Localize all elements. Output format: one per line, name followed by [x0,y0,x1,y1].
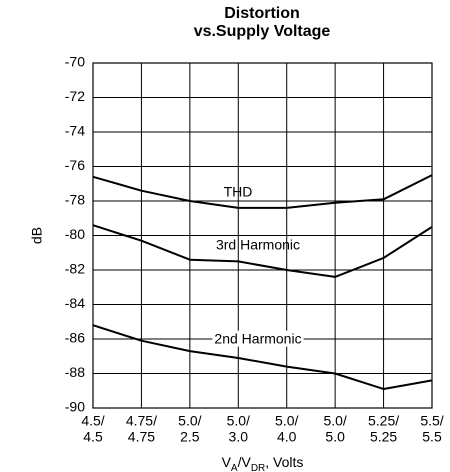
x-axis-label-part: /V [238,454,252,470]
y-tick-label: -90 [65,399,85,415]
x-tick-label: 5.5 [422,429,442,445]
x-tick-label: 4.5/ [81,413,104,429]
y-tick-label: -78 [65,192,85,208]
x-tick-label: 5.0 [325,429,345,445]
series-label: THD [224,184,253,200]
series-line [92,224,433,278]
x-tick-label: 5.0/ [178,413,201,429]
series-line [92,324,433,390]
x-axis-label-part: A [231,463,238,472]
x-tick-label: 5.25 [370,429,397,445]
x-tick-label: 5.0/ [323,413,346,429]
series-label-background [212,330,304,347]
y-tick-label: -88 [65,364,85,380]
x-tick-label: 4.5 [83,429,103,445]
x-tick-label: 5.0/ [275,413,298,429]
x-tick-label: 2.5 [180,429,200,445]
y-axis-label: dB [29,227,45,244]
x-tick-label: 5.0/ [227,413,250,429]
x-axis-label-part: , Volts [265,454,303,470]
y-tick-label: -82 [65,261,85,277]
y-tick-label: -86 [65,330,85,346]
y-tick-label: -70 [65,54,85,70]
y-tick-label: -80 [65,226,85,242]
y-tick-label: -76 [65,157,85,173]
y-tick-label: -84 [65,295,85,311]
chart-title: vs.Supply Voltage [194,23,331,40]
x-axis-label-part: V [222,454,232,470]
x-tick-label: 4.75 [128,429,155,445]
chart-title: Distortion [224,5,300,22]
x-axis-label-part: DR [251,463,265,472]
x-tick-label: 5.25/ [368,413,399,429]
plot-frame [92,62,433,409]
series-label: 2nd Harmonic [214,331,301,347]
y-tick-label: -72 [65,88,85,104]
x-tick-label: 3.0 [229,429,249,445]
x-axis-label: VA/VDR, Volts [222,454,304,472]
y-tick-label: -74 [65,123,85,139]
series-label: 3rd Harmonic [216,237,300,253]
x-tick-label: 5.5/ [420,413,443,429]
x-tick-label: 4.75/ [126,413,157,429]
series-line [92,174,433,209]
x-tick-label: 4.0 [277,429,297,445]
